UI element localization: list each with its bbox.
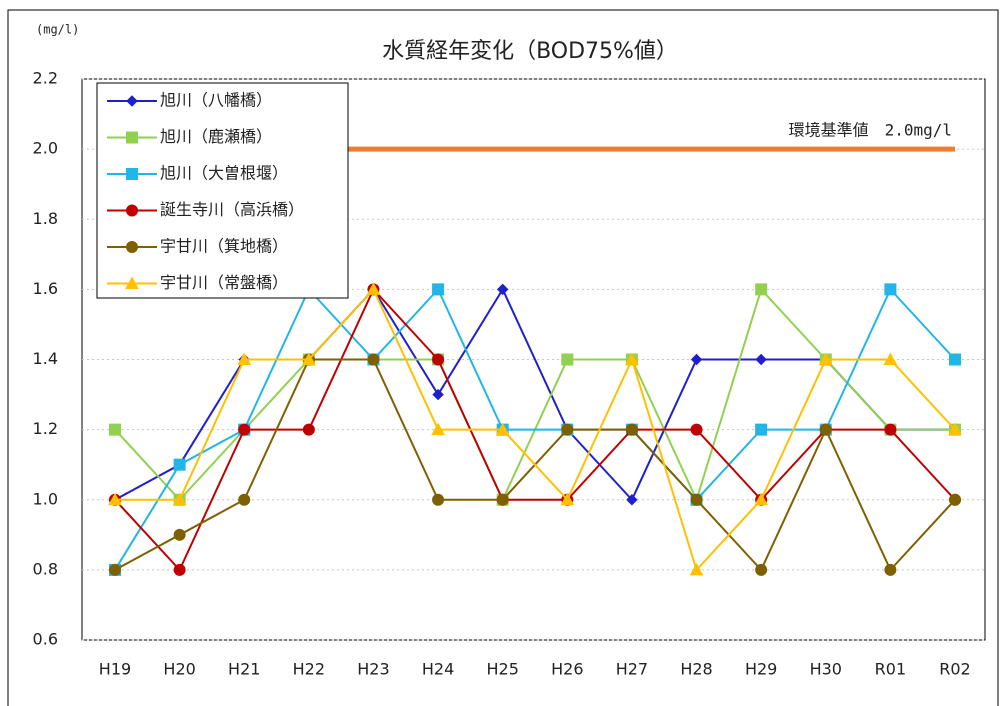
data-point xyxy=(302,423,315,436)
legend-label: 宇甘川（箕地橋） xyxy=(160,237,288,256)
data-point xyxy=(884,563,897,576)
data-point xyxy=(949,493,961,506)
x-tick-label: H28 xyxy=(680,660,712,679)
data-point xyxy=(884,283,897,296)
data-point xyxy=(689,562,704,576)
data-point xyxy=(755,423,768,436)
data-point xyxy=(818,352,833,365)
data-point xyxy=(625,423,638,436)
data-point xyxy=(690,493,703,506)
data-point xyxy=(755,563,768,576)
x-tick-label: H22 xyxy=(293,660,325,679)
data-point xyxy=(173,563,186,576)
y-tick-label: 1.4 xyxy=(33,349,58,368)
data-point xyxy=(690,423,703,436)
data-point xyxy=(109,563,121,576)
data-point xyxy=(173,458,186,471)
data-point xyxy=(496,283,509,296)
data-point xyxy=(367,353,380,366)
legend-box xyxy=(96,82,349,299)
y-axis-unit: (mg/l) xyxy=(36,23,79,37)
data-point xyxy=(561,423,574,436)
data-point xyxy=(883,352,898,365)
legend-label: 旭川（鹿瀬橋） xyxy=(160,127,272,146)
data-point xyxy=(755,353,767,366)
legend-marker xyxy=(125,276,139,289)
legend-marker xyxy=(126,241,138,253)
x-tick-label: H27 xyxy=(616,660,648,679)
data-point xyxy=(884,423,897,436)
data-point xyxy=(432,493,445,506)
legend-label: 誕生寺川（高浜橋） xyxy=(160,200,304,219)
y-tick-label: 0.8 xyxy=(33,559,58,578)
x-tick-label: H30 xyxy=(810,660,842,679)
data-point xyxy=(949,353,961,366)
data-point xyxy=(625,352,639,365)
legend-marker xyxy=(126,95,138,107)
data-point xyxy=(108,492,122,506)
x-tick-label: R02 xyxy=(939,660,970,679)
data-point xyxy=(238,493,251,506)
data-point xyxy=(432,388,444,401)
legend-marker xyxy=(126,168,138,180)
legend-marker xyxy=(126,131,138,144)
data-point xyxy=(496,493,509,506)
data-point xyxy=(173,528,186,541)
data-point xyxy=(366,282,381,295)
data-point xyxy=(302,352,316,365)
x-tick-label: H23 xyxy=(357,660,389,679)
data-point xyxy=(819,423,832,436)
x-tick-label: R01 xyxy=(875,660,906,679)
x-tick-label: H19 xyxy=(99,660,131,679)
data-point xyxy=(172,492,187,506)
x-tick-label: H24 xyxy=(422,660,454,679)
series-line xyxy=(114,287,956,572)
y-tick-label: 0.6 xyxy=(33,630,58,649)
y-tick-label: 1.8 xyxy=(33,209,58,228)
chart-title: 水質経年変化（BOD75%値） xyxy=(382,39,678,64)
data-point xyxy=(626,494,638,506)
data-point xyxy=(431,422,445,436)
legend-label: 宇甘川（常盤橋） xyxy=(160,273,288,292)
y-tick-label: 1.2 xyxy=(33,419,58,438)
x-tick-label: H29 xyxy=(745,660,777,679)
data-point xyxy=(495,422,510,436)
data-point xyxy=(432,353,445,366)
series-line xyxy=(115,287,956,572)
data-point xyxy=(560,492,575,506)
y-tick-label: 1.6 xyxy=(33,279,58,298)
data-point xyxy=(690,353,703,366)
y-tick-label: 1.0 xyxy=(33,489,58,508)
data-point xyxy=(948,422,962,436)
legend-label: 旭川（大曽根堰） xyxy=(160,164,288,183)
y-tick-label: 2.2 xyxy=(33,69,58,88)
data-point xyxy=(754,492,768,506)
legend-marker xyxy=(126,204,138,217)
data-point xyxy=(561,353,574,366)
legend-label: 旭川（八幡橋） xyxy=(160,91,272,110)
series-line xyxy=(114,287,956,571)
y-tick-label: 2.0 xyxy=(33,139,58,158)
data-point xyxy=(109,423,121,436)
data-point xyxy=(755,283,768,296)
data-point xyxy=(238,423,251,436)
x-tick-label: H25 xyxy=(486,660,518,679)
data-point xyxy=(432,283,445,296)
x-tick-label: H21 xyxy=(228,660,260,679)
reference-label: 環境基準値 2.0mg/l xyxy=(789,121,952,140)
x-tick-label: H26 xyxy=(551,660,583,679)
data-point xyxy=(237,352,252,365)
x-tick-label: H20 xyxy=(163,660,195,679)
